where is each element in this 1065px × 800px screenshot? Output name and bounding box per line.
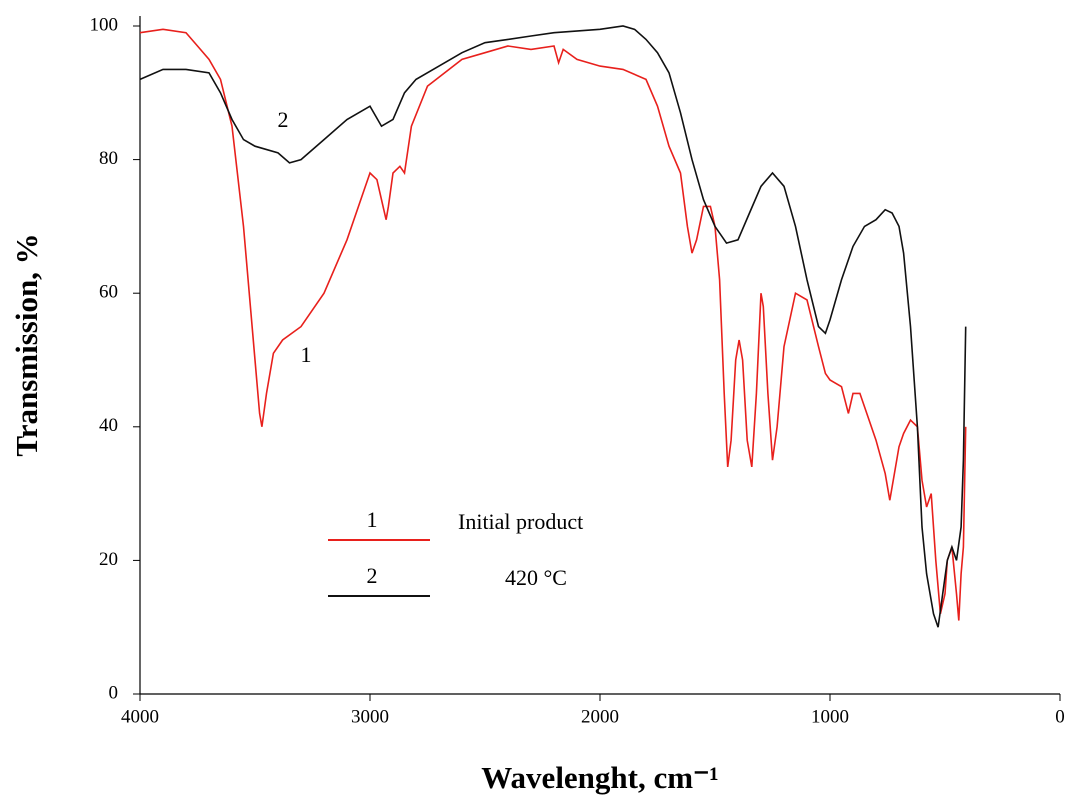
y-tick-label: 80 bbox=[99, 148, 118, 169]
y-tick-label: 20 bbox=[99, 549, 118, 570]
x-axis-title: Wavelenght, cm⁻¹ bbox=[481, 760, 718, 795]
x-tick-label: 1000 bbox=[811, 706, 849, 727]
curve-label: 1 bbox=[301, 342, 312, 367]
series-line bbox=[139, 25, 967, 628]
x-tick-label: 2000 bbox=[581, 706, 619, 727]
y-axis-title: Transmission, % bbox=[9, 233, 44, 456]
series-line bbox=[139, 28, 967, 621]
y-tick-label: 60 bbox=[99, 282, 118, 303]
x-tick-label: 3000 bbox=[351, 706, 389, 727]
y-tick-label: 40 bbox=[99, 415, 118, 436]
curve-label: 2 bbox=[278, 107, 289, 132]
x-tick-label: 0 bbox=[1055, 706, 1065, 727]
legend-number: 2 bbox=[367, 563, 378, 588]
legend-number: 1 bbox=[367, 507, 378, 532]
y-tick-label: 100 bbox=[90, 14, 119, 35]
legend-label: 420 °C bbox=[505, 565, 567, 590]
x-tick-label: 4000 bbox=[121, 706, 159, 727]
y-tick-label: 0 bbox=[109, 682, 119, 703]
legend-label: Initial product bbox=[458, 509, 583, 534]
